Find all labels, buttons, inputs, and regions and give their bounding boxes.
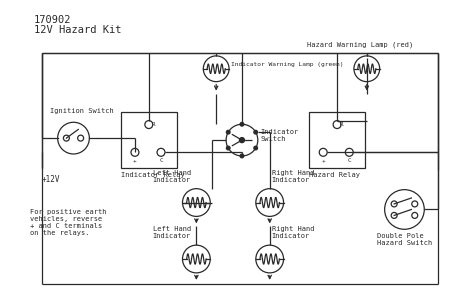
Circle shape [239, 138, 245, 143]
Text: 170902: 170902 [34, 15, 72, 25]
Circle shape [227, 130, 230, 134]
Text: C: C [159, 158, 163, 163]
Text: Indicator Relay: Indicator Relay [121, 172, 185, 178]
Text: Left Hand
Indicator: Left Hand Indicator [153, 226, 191, 239]
Text: +: + [133, 158, 137, 163]
Text: +: + [321, 158, 325, 163]
Text: Ignition Switch: Ignition Switch [50, 108, 113, 114]
Text: Double Pole
Hazard Switch: Double Pole Hazard Switch [377, 233, 432, 246]
Bar [310, 112, 365, 168]
Text: R: R [340, 122, 344, 127]
Circle shape [227, 146, 230, 150]
Text: Left Hand
Indicator: Left Hand Indicator [153, 170, 191, 183]
Bar [121, 112, 176, 168]
Text: 12V Hazard Kit: 12V Hazard Kit [34, 25, 121, 35]
Text: For positive earth
vehicles, reverse
+ and C terminals
on the relays.: For positive earth vehicles, reverse + a… [30, 209, 106, 237]
Circle shape [254, 146, 257, 150]
Text: Right Hand
Indicator: Right Hand Indicator [272, 170, 314, 183]
Circle shape [254, 130, 257, 134]
Circle shape [240, 154, 244, 158]
Text: Indicator Warning Lamp (green): Indicator Warning Lamp (green) [231, 62, 344, 67]
Text: Hazard Warning Lamp (red): Hazard Warning Lamp (red) [307, 41, 414, 48]
Text: R: R [152, 122, 155, 127]
Text: Hazard Relay: Hazard Relay [310, 172, 360, 178]
Circle shape [240, 123, 244, 126]
Text: Right Hand
Indicator: Right Hand Indicator [272, 226, 314, 239]
Text: Indicator
Switch: Indicator Switch [261, 129, 299, 142]
Text: +12V: +12V [42, 175, 60, 184]
Text: C: C [347, 158, 351, 163]
